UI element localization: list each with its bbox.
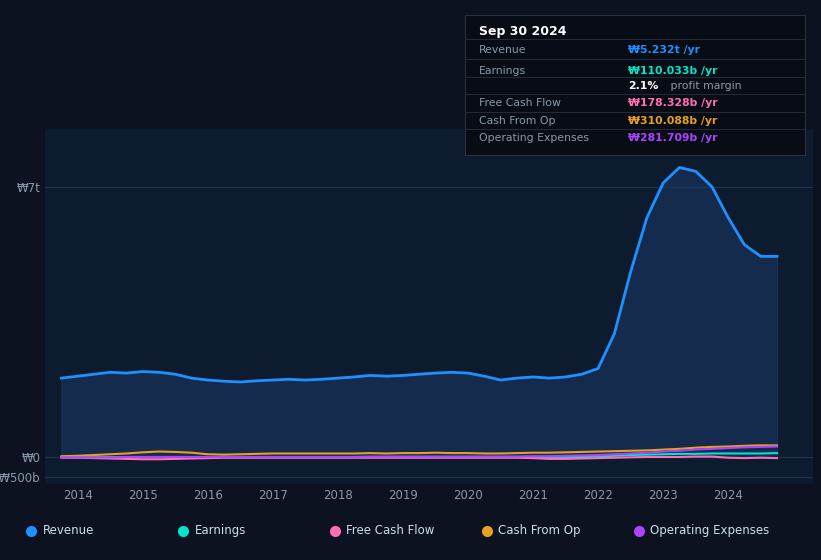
Text: 2.1%: 2.1% [628,81,658,91]
Text: Operating Expenses: Operating Expenses [479,133,589,143]
Text: Free Cash Flow: Free Cash Flow [479,98,561,108]
Text: ₩281.709b /yr: ₩281.709b /yr [628,133,718,143]
Text: Free Cash Flow: Free Cash Flow [346,524,435,538]
Text: ₩110.033b /yr: ₩110.033b /yr [628,66,718,76]
Text: ₩310.088b /yr: ₩310.088b /yr [628,116,718,125]
Text: ₩178.328b /yr: ₩178.328b /yr [628,98,718,108]
Text: Earnings: Earnings [195,524,246,538]
Text: Sep 30 2024: Sep 30 2024 [479,25,566,38]
Text: Cash From Op: Cash From Op [498,524,580,538]
Text: Operating Expenses: Operating Expenses [650,524,769,538]
Text: profit margin: profit margin [667,81,742,91]
Text: Revenue: Revenue [479,45,526,55]
Text: ₩5.232t /yr: ₩5.232t /yr [628,45,700,55]
Text: Cash From Op: Cash From Op [479,116,555,125]
Text: Earnings: Earnings [479,66,525,76]
Text: Revenue: Revenue [43,524,94,538]
